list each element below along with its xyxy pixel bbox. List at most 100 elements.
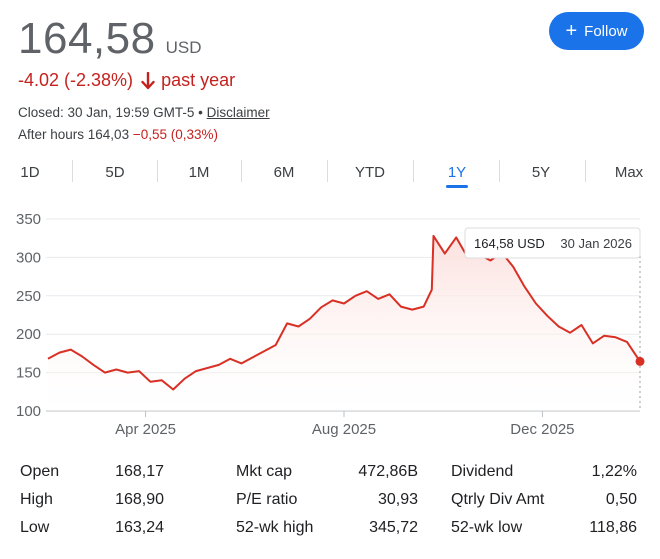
stat-value-mkt-cap: 472,86B <box>358 463 418 480</box>
stat-value-high: 168,90 <box>115 491 164 508</box>
data-point <box>626 341 628 343</box>
stat-value-low: 163,24 <box>115 519 164 536</box>
data-point <box>580 324 582 326</box>
disclaimer-link[interactable]: Disclaimer <box>206 105 270 120</box>
data-point <box>309 318 311 320</box>
data-point <box>218 364 220 366</box>
data-point <box>297 326 299 328</box>
data-point <box>229 358 231 360</box>
currency-code: USD <box>165 38 202 57</box>
price-header: 164,58 USD <box>18 14 201 64</box>
tab-1m[interactable]: 1M <box>188 163 210 181</box>
tab-1d[interactable]: 1D <box>20 163 40 181</box>
tooltip-price: 164,58 USD <box>474 236 545 251</box>
stat-label-52-wk-low: 52-wk low <box>451 519 523 536</box>
data-point <box>558 326 560 328</box>
stat-label-qtrly-div-amt: Qtrly Div Amt <box>451 491 545 508</box>
stat-label-52-wk-high: 52-wk high <box>236 519 314 536</box>
data-point <box>455 236 457 238</box>
series-area <box>48 235 640 411</box>
active-tab-indicator <box>446 185 468 188</box>
y-tick-label: 250 <box>16 288 41 305</box>
data-point <box>320 306 322 308</box>
data-point <box>343 302 345 304</box>
data-point <box>603 335 605 337</box>
tab-separator <box>499 160 500 182</box>
tab-separator <box>157 160 158 182</box>
stat-label-p-e-ratio: P/E ratio <box>236 491 298 508</box>
change-period: past year <box>161 70 236 90</box>
data-point <box>138 370 140 372</box>
after-hours-label: After hours 164,03 <box>18 127 133 142</box>
after-hours-info: After hours 164,03 −0,55 (0,33%) <box>18 127 218 142</box>
data-point <box>252 356 254 358</box>
current-price: 164,58 <box>18 14 156 63</box>
plus-icon: + <box>565 20 578 42</box>
data-point <box>524 286 526 288</box>
stat-value-qtrly-div-amt: 0,50 <box>605 491 637 508</box>
data-point <box>70 349 72 351</box>
data-point <box>535 302 537 304</box>
y-tick-label: 200 <box>16 326 41 343</box>
data-point <box>431 289 433 291</box>
tab-6m[interactable]: 6M <box>273 163 295 181</box>
data-point <box>127 372 129 374</box>
price-chart[interactable]: 100 150 200 250 300 350 Apr 2025 Aug 2025 Dec 20… <box>0 200 660 450</box>
data-point <box>423 306 425 308</box>
stat-value-dividend: 1,22% <box>591 463 637 480</box>
data-point <box>184 378 186 380</box>
tab-max[interactable]: Max <box>614 163 644 181</box>
stat-label-low: Low <box>20 519 50 536</box>
tooltip-box <box>464 227 641 259</box>
tab-ytd[interactable]: YTD <box>355 163 385 181</box>
data-point <box>93 364 95 366</box>
stat-label-high: High <box>20 491 53 508</box>
data-point <box>104 372 106 374</box>
y-tick-label: 100 <box>16 403 41 420</box>
data-point <box>592 342 594 344</box>
data-point <box>47 358 49 360</box>
data-point <box>489 259 491 261</box>
data-point <box>286 322 288 324</box>
data-point <box>149 381 151 383</box>
tab-5y[interactable]: 5Y <box>531 163 551 181</box>
data-point <box>263 350 265 352</box>
data-point <box>432 235 434 237</box>
data-point <box>389 293 391 295</box>
data-point <box>115 369 117 371</box>
tab-separator <box>413 160 414 182</box>
tab-separator <box>585 160 586 182</box>
tooltip-date: 30 Jan 2026 <box>560 236 632 251</box>
x-tick-label: Dec 2025 <box>510 421 574 438</box>
data-point <box>161 379 163 381</box>
follow-button[interactable]: + Follow <box>549 12 644 50</box>
data-point <box>400 306 402 308</box>
stat-value-52-wk-high: 345,72 <box>369 519 418 536</box>
change-value: -4.02 (-2.38%) <box>18 70 134 90</box>
tab-5d[interactable]: 5D <box>105 163 125 181</box>
data-point <box>444 253 446 255</box>
y-tick-label: 350 <box>16 211 41 228</box>
data-point <box>206 367 208 369</box>
arrow-down-icon <box>141 71 155 89</box>
after-hours-change: −0,55 (0,33%) <box>132 127 219 142</box>
x-tick-label: Aug 2025 <box>312 421 376 438</box>
data-point <box>569 332 571 334</box>
closed-text: Closed: 30 Jan, 19:59 GMT-5 • <box>18 105 207 120</box>
x-tick-label: Apr 2025 <box>115 421 176 438</box>
data-point <box>195 370 197 372</box>
stat-label-open: Open <box>20 463 60 480</box>
data-point <box>366 290 368 292</box>
last-point <box>635 356 645 366</box>
tab-1y[interactable]: 1Y <box>447 163 467 181</box>
range-tabs: 1D 5D 1M 6M YTD 1Y 5Y Max <box>0 156 660 192</box>
data-point <box>411 309 413 311</box>
data-point <box>615 336 617 338</box>
stat-value-p-e-ratio: 30,93 <box>377 491 418 508</box>
data-point <box>241 362 243 364</box>
y-tick-label: 300 <box>16 249 41 266</box>
data-point <box>172 388 174 390</box>
stat-label-dividend: Dividend <box>451 463 514 480</box>
data-point <box>546 315 548 317</box>
stat-value-52-wk-low: 118,86 <box>589 519 637 536</box>
